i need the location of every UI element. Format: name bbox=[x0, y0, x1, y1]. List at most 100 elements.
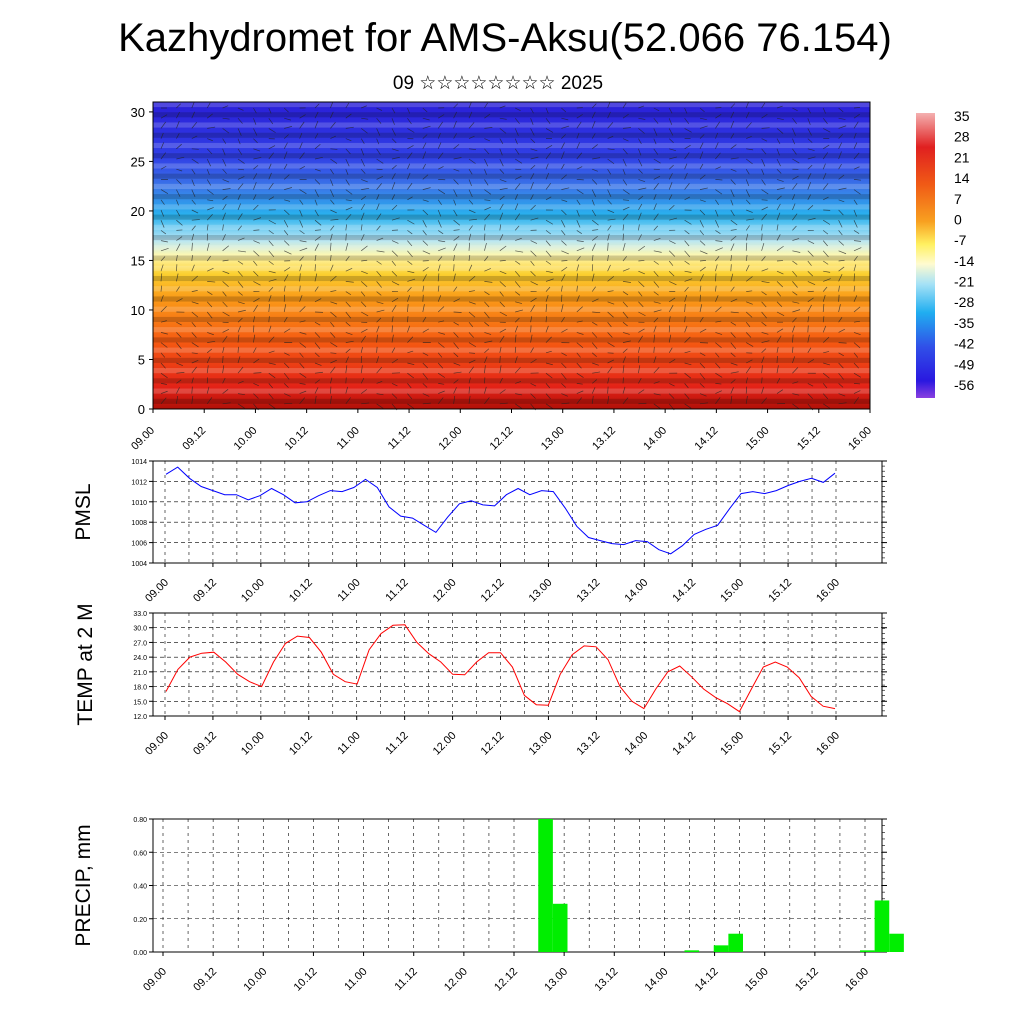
wind-barb bbox=[853, 372, 862, 378]
heatmap-band bbox=[153, 347, 870, 353]
wind-barb bbox=[314, 362, 322, 366]
wind-barb bbox=[668, 138, 674, 143]
wind-barb bbox=[730, 219, 738, 226]
wind-barb bbox=[823, 278, 831, 282]
wind-barb bbox=[360, 377, 365, 384]
wind-barb bbox=[514, 317, 520, 323]
wind-barb bbox=[237, 270, 243, 277]
wind-barb bbox=[823, 260, 829, 265]
wind-barb bbox=[638, 355, 640, 364]
wind-barb bbox=[484, 102, 488, 109]
wind-barb bbox=[237, 291, 243, 296]
wind-barb bbox=[653, 346, 655, 353]
wind-barb bbox=[745, 332, 752, 338]
wind-barb bbox=[576, 362, 582, 369]
wind-barb bbox=[314, 286, 319, 292]
wind-barb bbox=[746, 218, 755, 221]
wind-barb bbox=[761, 268, 769, 272]
wind-barb bbox=[745, 377, 748, 384]
x-tick-label: 09.00 bbox=[143, 730, 171, 758]
wind-barb bbox=[468, 242, 470, 251]
wind-barb bbox=[206, 169, 210, 175]
wind-barb bbox=[591, 209, 597, 217]
wind-barb bbox=[376, 107, 383, 111]
wind-barb bbox=[822, 325, 827, 333]
wind-barb bbox=[792, 403, 799, 409]
wind-barb bbox=[822, 286, 828, 292]
wind-barb bbox=[545, 117, 551, 125]
wind-barb bbox=[684, 350, 691, 354]
wind-barb bbox=[391, 240, 399, 244]
wind-barb bbox=[515, 250, 524, 253]
y-tick-label: 27.0 bbox=[133, 640, 147, 647]
wind-barb bbox=[761, 127, 770, 129]
wind-barb bbox=[761, 377, 763, 384]
wind-barb bbox=[684, 393, 690, 400]
wind-barb bbox=[299, 132, 303, 139]
wind-barb bbox=[253, 118, 257, 125]
wind-barb bbox=[838, 240, 845, 246]
wind-barb bbox=[838, 187, 847, 190]
wind-barb bbox=[514, 334, 517, 343]
wind-barb bbox=[684, 372, 692, 379]
colorbar-label: 0 bbox=[954, 211, 962, 227]
wind-barb bbox=[730, 362, 738, 366]
wind-barb bbox=[715, 362, 721, 369]
wind-barb bbox=[407, 240, 413, 247]
wind-barb bbox=[314, 229, 322, 231]
heatmap-band bbox=[153, 163, 870, 169]
wind-barb bbox=[484, 332, 492, 335]
wind-barb bbox=[484, 365, 486, 374]
wind-barb bbox=[776, 389, 784, 394]
y-tick-label: 0.80 bbox=[133, 817, 147, 824]
x-tick-label: 09.12 bbox=[191, 730, 219, 758]
wind-barb bbox=[191, 311, 199, 318]
wind-barb bbox=[376, 325, 380, 333]
wind-barb bbox=[299, 372, 307, 379]
wind-barb bbox=[684, 295, 688, 302]
heatmap-x-tick-label: 11.12 bbox=[386, 425, 413, 452]
wind-barb bbox=[484, 224, 486, 231]
heatmap-band bbox=[153, 173, 870, 179]
x-tick-label: 14.12 bbox=[670, 730, 698, 758]
wind-barb bbox=[376, 183, 382, 190]
wind-barb bbox=[422, 151, 427, 160]
wind-barb bbox=[822, 383, 828, 389]
wind-barb bbox=[514, 225, 520, 231]
wind-barb bbox=[438, 383, 445, 385]
wind-barb bbox=[345, 189, 353, 195]
wind-barb bbox=[545, 152, 551, 160]
wind-barb bbox=[268, 107, 272, 114]
wind-barb bbox=[838, 304, 841, 313]
wind-barb bbox=[530, 182, 534, 190]
wind-barb bbox=[792, 325, 796, 333]
wind-barb bbox=[653, 403, 661, 409]
wind-barb bbox=[761, 189, 769, 195]
wind-barb bbox=[176, 273, 179, 282]
wind-barb bbox=[669, 217, 678, 221]
wind-barb bbox=[499, 203, 504, 211]
wind-barb bbox=[206, 301, 213, 308]
wind-barb bbox=[160, 332, 168, 335]
x-tick-label: 16.00 bbox=[814, 730, 842, 758]
wind-barb bbox=[422, 134, 428, 139]
y-tick-label: 15.0 bbox=[133, 699, 147, 706]
wind-barb bbox=[607, 386, 609, 394]
wind-barb bbox=[176, 168, 183, 172]
wind-barb bbox=[314, 120, 319, 129]
wind-barb bbox=[592, 321, 598, 326]
wind-barb bbox=[776, 128, 784, 134]
wind-barb bbox=[330, 311, 337, 318]
wind-barb bbox=[268, 325, 272, 333]
wind-barb bbox=[807, 240, 815, 245]
wind-barb bbox=[206, 214, 213, 221]
wind-barb bbox=[330, 111, 334, 119]
wind-barb bbox=[438, 230, 444, 235]
wind-barb bbox=[360, 301, 367, 308]
wind-barb bbox=[453, 321, 459, 326]
wind-barb bbox=[622, 340, 631, 343]
wind-barb bbox=[730, 229, 737, 231]
wind-barb bbox=[237, 281, 244, 288]
wind-barb bbox=[607, 255, 609, 262]
colorbar-label: 28 bbox=[954, 129, 970, 145]
